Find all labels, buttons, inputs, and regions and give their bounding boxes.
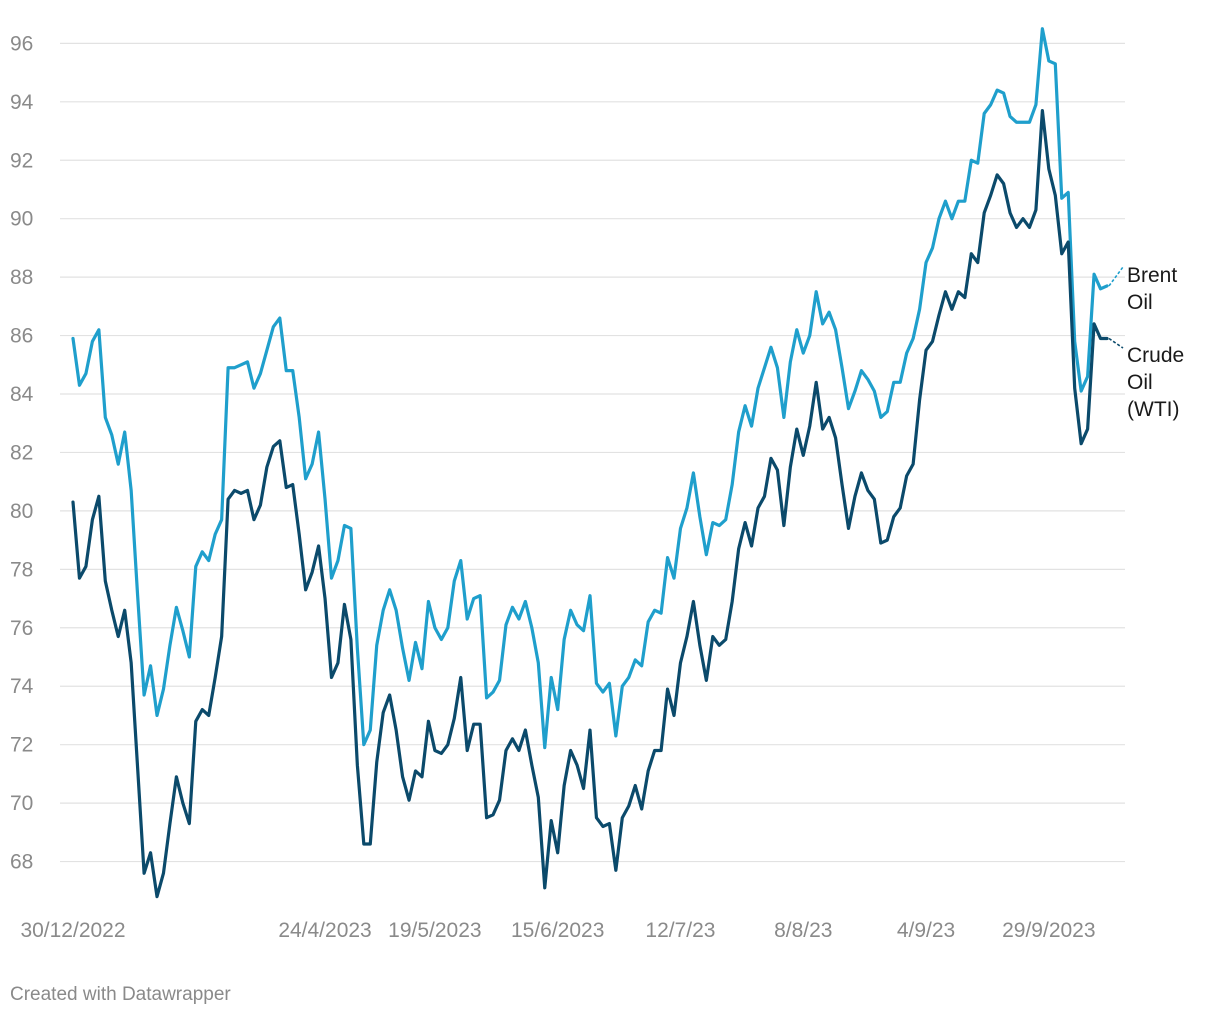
y-tick-label: 92 bbox=[10, 149, 33, 172]
x-tick-label: 4/9/23 bbox=[897, 919, 955, 942]
label-connector bbox=[1108, 266, 1124, 287]
y-tick-label: 80 bbox=[10, 500, 33, 523]
x-tick-label: 12/7/23 bbox=[645, 919, 715, 942]
y-tick-label: 96 bbox=[10, 32, 33, 55]
y-tick-label: 70 bbox=[10, 792, 33, 815]
series-line-wti bbox=[71, 108, 1109, 899]
y-tick-label: 78 bbox=[10, 558, 33, 581]
series-line-brent bbox=[71, 27, 1109, 750]
x-tick-label: 19/5/2023 bbox=[388, 919, 481, 942]
y-tick-label: 72 bbox=[10, 734, 33, 757]
y-tick-label: 68 bbox=[10, 851, 33, 874]
x-tick-label: 29/9/2023 bbox=[1002, 919, 1095, 942]
series-label-wti: Oil bbox=[1127, 371, 1153, 394]
x-axis-tick-labels: 30/12/2022 24/4/2023 19/5/2023 15/6/2023 12/… bbox=[20, 919, 1095, 942]
series-label-brent: Oil bbox=[1127, 291, 1153, 314]
x-tick-label: 24/4/2023 bbox=[278, 919, 371, 942]
x-tick-label: 30/12/2022 bbox=[20, 919, 125, 942]
y-tick-label: 90 bbox=[10, 208, 33, 231]
y-tick-label: 94 bbox=[10, 91, 34, 114]
y-tick-label: 84 bbox=[10, 383, 34, 406]
y-tick-label: 76 bbox=[10, 617, 33, 640]
label-connector bbox=[1108, 337, 1124, 349]
y-tick-label: 88 bbox=[10, 266, 33, 289]
series-label-wti: Crude bbox=[1127, 344, 1184, 367]
series-label-brent: Brent bbox=[1127, 264, 1177, 287]
series-lines bbox=[71, 27, 1109, 899]
y-tick-label: 74 bbox=[10, 675, 34, 698]
gridlines bbox=[60, 42, 1125, 863]
y-axis-tick-labels: 68 70 72 74 76 78 80 82 84 86 88 90 92 94 96 bbox=[10, 32, 34, 873]
y-tick-label: 86 bbox=[10, 325, 33, 348]
line-chart: 68 70 72 74 76 78 80 82 84 86 88 90 92 94 96 30/12/202… bbox=[10, 27, 1184, 942]
y-tick-label: 82 bbox=[10, 441, 33, 464]
datawrapper-credit: Created with Datawrapper bbox=[10, 984, 231, 1005]
series-label-wti: (WTI) bbox=[1127, 398, 1179, 421]
x-tick-label: 15/6/2023 bbox=[511, 919, 604, 942]
series-labels: Brent Oil Crude Oil (WTI) bbox=[1108, 264, 1184, 421]
x-tick-label: 8/8/23 bbox=[774, 919, 832, 942]
